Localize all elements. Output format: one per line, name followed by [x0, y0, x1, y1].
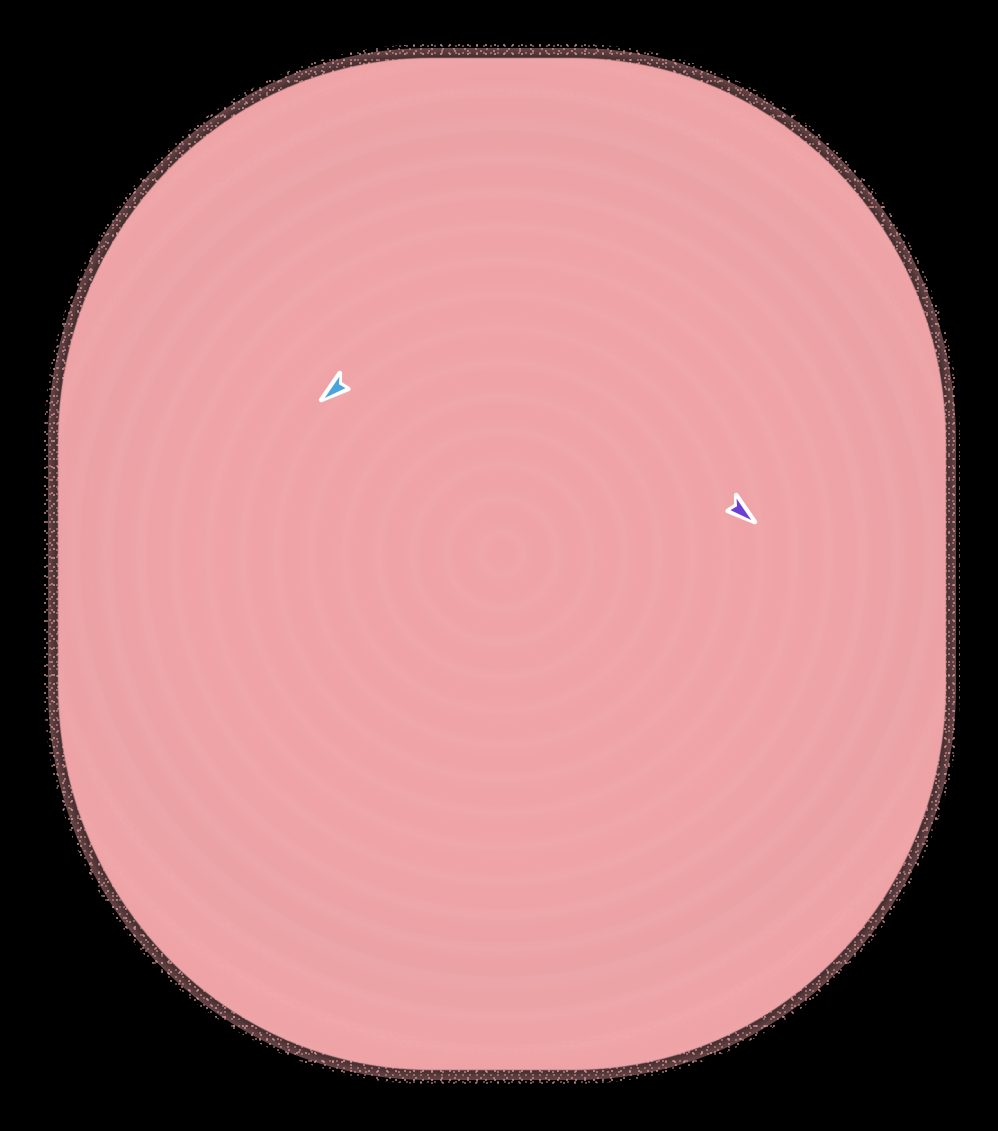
cursor-pointer-icon	[318, 370, 351, 403]
spotlight-region[interactable]	[44, 44, 960, 1084]
remote-cursor-blue[interactable]: blue	[316, 368, 351, 408]
spotlight-fill	[58, 58, 946, 1070]
remote-cursor-purple[interactable]: purple	[725, 490, 760, 530]
cursor-pointer-icon	[725, 492, 758, 525]
